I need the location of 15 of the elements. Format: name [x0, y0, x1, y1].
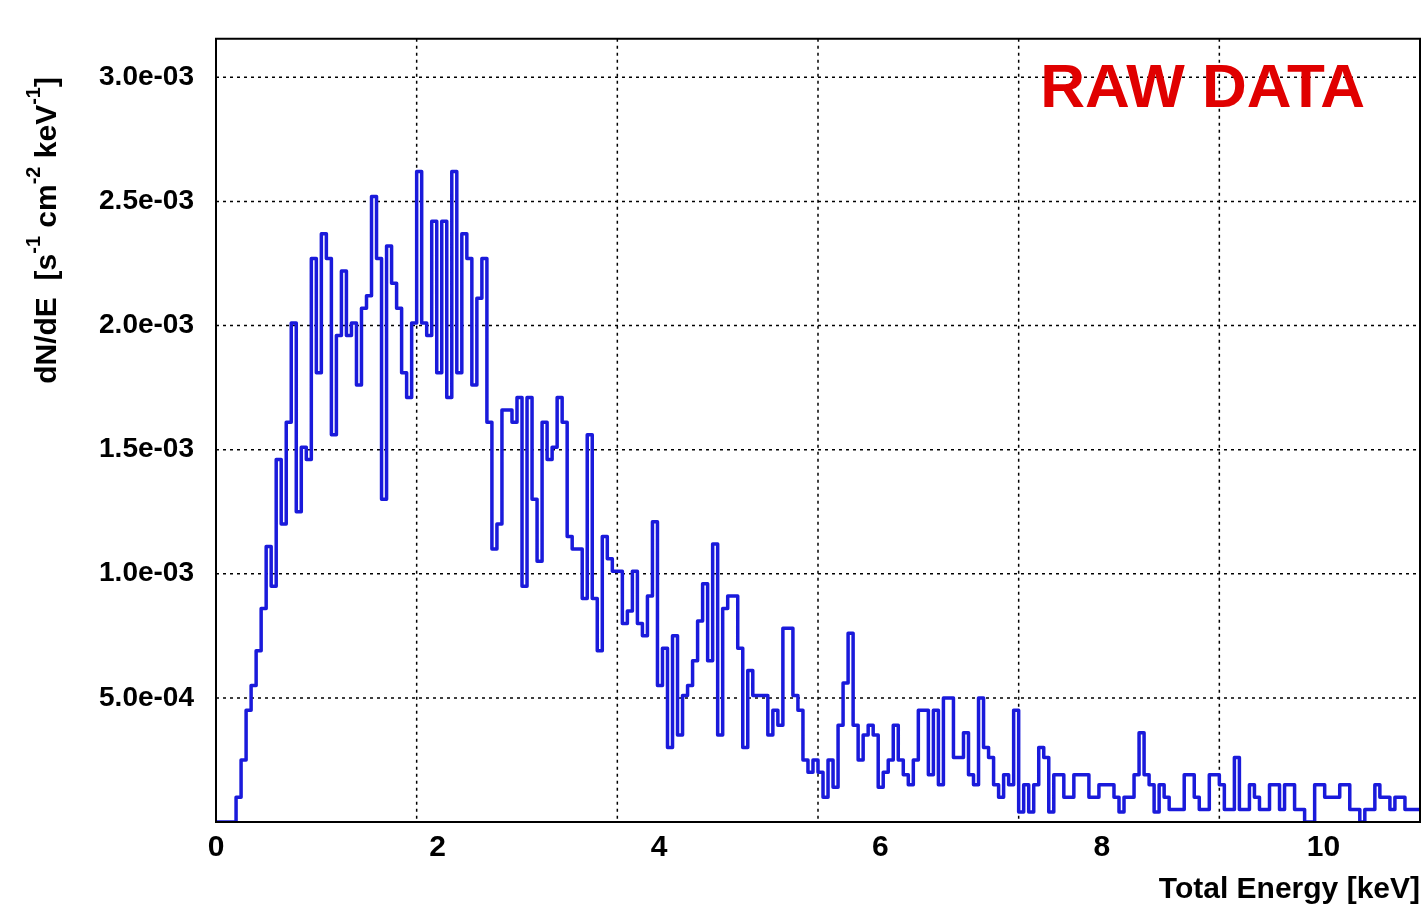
annotation: RAW DATA [1040, 50, 1365, 120]
x-tick-label: 6 [872, 829, 889, 863]
y-tick-label: 5.0e-04 [99, 680, 195, 712]
x-axis-title: Total Energy [keV] [1158, 871, 1420, 905]
y-axis-title: dN/dE [s-1 cm-2 keV-1] [22, 77, 63, 384]
y-tick-label: 1.0e-03 [99, 556, 194, 588]
y-tick-label: 1.5e-03 [99, 432, 194, 464]
y-tick-label: 2.0e-03 [99, 308, 194, 340]
x-tick-label: 4 [650, 829, 668, 863]
y-tick-label: 3.0e-03 [99, 60, 194, 91]
x-tick-label: 0 [207, 829, 225, 863]
x-tick-label: 2 [429, 829, 446, 863]
y-tick-label: 2.5e-03 [99, 184, 194, 216]
x-tick-label: 10 [1306, 829, 1341, 863]
x-tick-label: 8 [1093, 829, 1111, 863]
